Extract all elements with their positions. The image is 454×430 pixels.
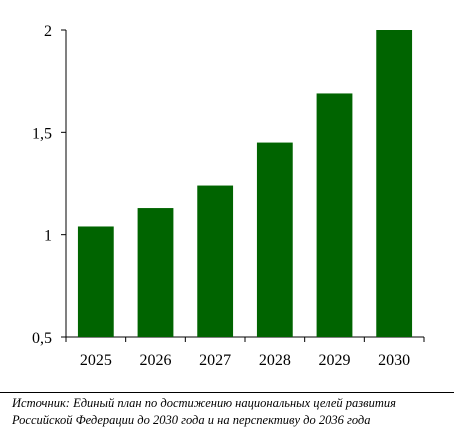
- y-tick-label: 0,5: [32, 330, 52, 347]
- y-tick-label: 2: [44, 23, 52, 40]
- source-note: Источник: Единый план по достижению наци…: [12, 395, 448, 429]
- tick-labels: 0,5 1 1,5 2 2025 2026 2027 2028 2029 2030: [32, 23, 410, 369]
- source-note-line-2: Российской Федерации до 2030 года и на п…: [12, 413, 371, 427]
- y-tick-label: 1: [44, 228, 52, 245]
- x-tick-label: 2030: [378, 352, 410, 369]
- bar-2026: [137, 208, 174, 337]
- source-note-line-1: Источник: Единый план по достижению наци…: [12, 396, 396, 410]
- x-tick-label: 2026: [140, 352, 172, 369]
- bar-2030: [376, 30, 413, 337]
- bar-2029: [316, 93, 353, 338]
- x-tick-label: 2029: [319, 352, 351, 369]
- bar-2027: [197, 185, 234, 337]
- bars: [77, 30, 413, 338]
- bar-2028: [256, 142, 293, 337]
- axes: [61, 29, 425, 342]
- x-tick-label: 2027: [199, 352, 231, 369]
- bar-chart: 0,5 1 1,5 2 2025 2026 2027 2028 2029 2030: [32, 23, 425, 369]
- y-tick-label: 1,5: [32, 125, 52, 142]
- x-tick-label: 2028: [259, 352, 291, 369]
- x-tick-label: 2025: [80, 352, 112, 369]
- bar-2025: [77, 226, 114, 337]
- source-divider: [0, 392, 454, 393]
